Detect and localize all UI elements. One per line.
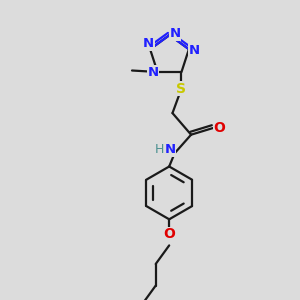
Text: S: S: [176, 82, 187, 95]
Text: N: N: [143, 37, 154, 50]
Text: H: H: [155, 143, 164, 156]
Text: N: N: [147, 65, 159, 79]
Text: N: N: [189, 44, 200, 57]
Text: N: N: [169, 27, 181, 40]
Text: O: O: [163, 227, 175, 241]
Text: O: O: [213, 121, 225, 135]
Text: N: N: [164, 143, 176, 156]
